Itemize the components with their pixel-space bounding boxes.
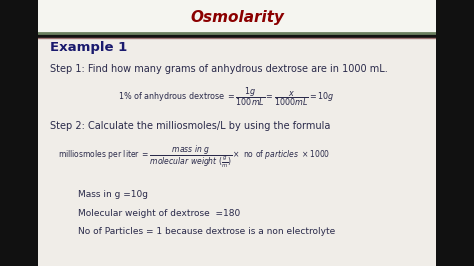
Text: Osmolarity: Osmolarity: [190, 10, 284, 25]
FancyBboxPatch shape: [38, 39, 436, 266]
Text: 1% of anhydrous dextrose $=\dfrac{1g}{100mL}=\dfrac{x}{1000mL}= 10g$: 1% of anhydrous dextrose $=\dfrac{1g}{10…: [118, 86, 334, 108]
Text: Mass in g =10g: Mass in g =10g: [78, 190, 148, 199]
Text: No of Particles = 1 because dextrose is a non electrolyte: No of Particles = 1 because dextrose is …: [78, 227, 335, 236]
Text: Step 1: Find how many grams of anhydrous dextrose are in 1000 mL.: Step 1: Find how many grams of anhydrous…: [50, 64, 388, 74]
Text: Step 2: Calculate the milliosmoles/L by using the formula: Step 2: Calculate the milliosmoles/L by …: [50, 121, 330, 131]
Text: Example 1: Example 1: [50, 41, 127, 54]
FancyBboxPatch shape: [38, 0, 436, 33]
Text: Molecular weight of dextrose  =180: Molecular weight of dextrose =180: [78, 209, 240, 218]
Text: milliosmoles per liter $= \dfrac{mass\ in\ g}{molecular\ weight\ (\frac{g}{m})} : milliosmoles per liter $= \dfrac{mass\ i…: [58, 144, 330, 170]
